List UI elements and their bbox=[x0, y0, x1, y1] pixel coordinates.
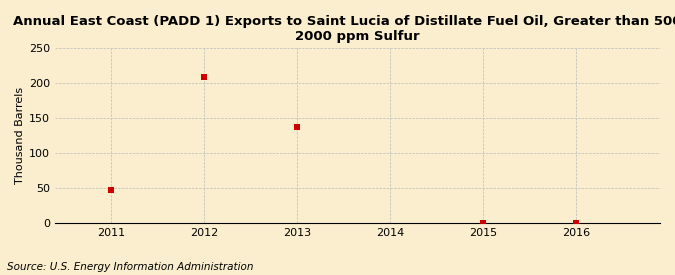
Point bbox=[571, 221, 582, 225]
Point bbox=[105, 188, 116, 192]
Y-axis label: Thousand Barrels: Thousand Barrels bbox=[15, 87, 25, 184]
Title: Annual East Coast (PADD 1) Exports to Saint Lucia of Distillate Fuel Oil, Greate: Annual East Coast (PADD 1) Exports to Sa… bbox=[14, 15, 675, 43]
Text: Source: U.S. Energy Information Administration: Source: U.S. Energy Information Administ… bbox=[7, 262, 253, 272]
Point bbox=[478, 221, 489, 225]
Point bbox=[198, 75, 209, 79]
Point bbox=[292, 125, 302, 130]
